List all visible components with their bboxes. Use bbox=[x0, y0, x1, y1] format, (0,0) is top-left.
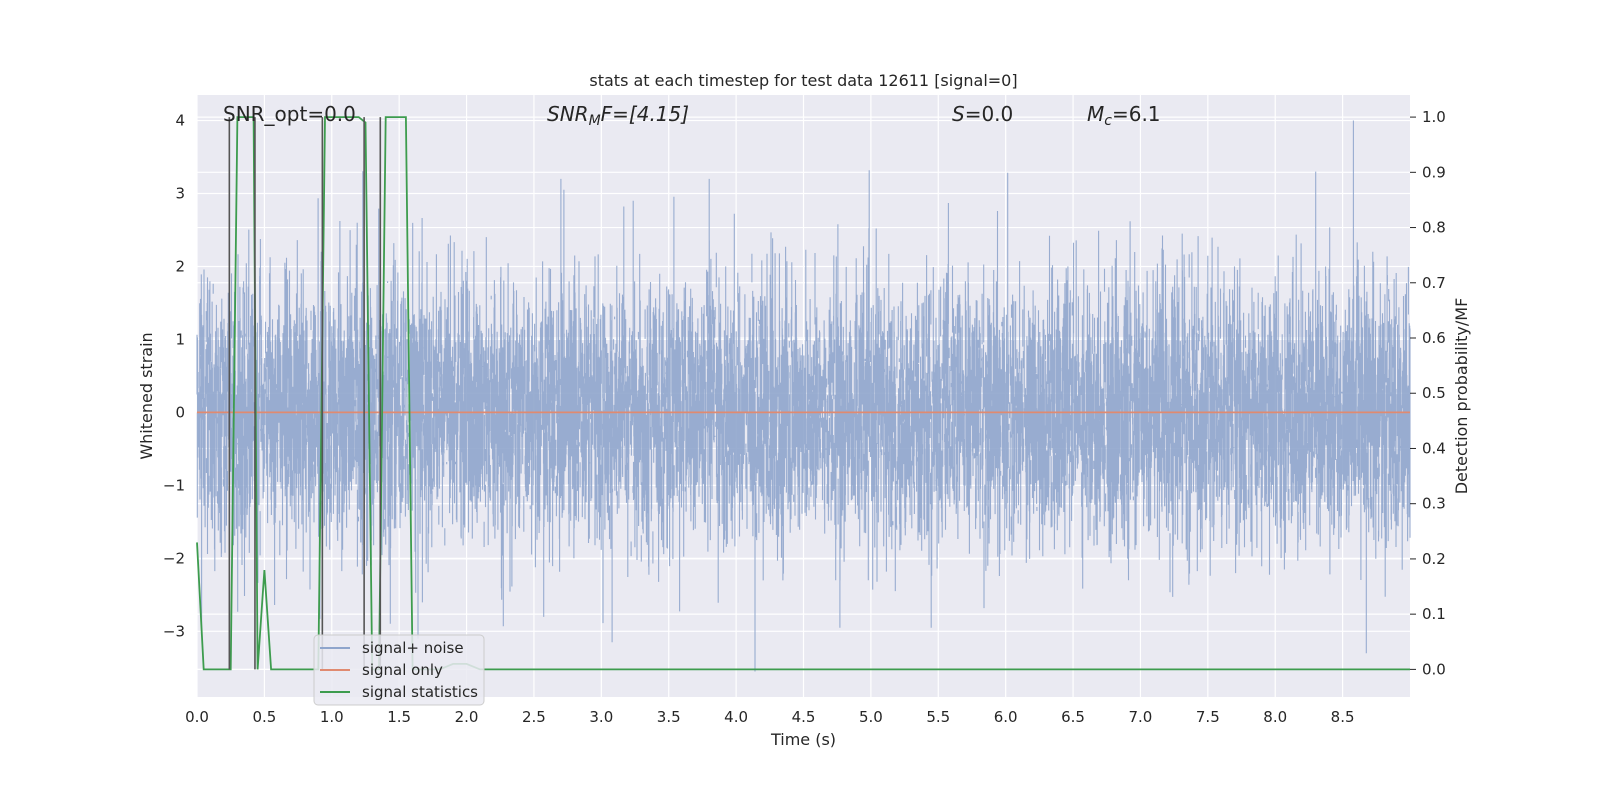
y-tick-label: 2 bbox=[175, 257, 185, 275]
annotation-mc-italic: M bbox=[1087, 102, 1104, 126]
series-signal-noise bbox=[196, 120, 1411, 672]
x-tick-label: 3.5 bbox=[657, 708, 681, 726]
annotation-snr-mf-sub: M bbox=[589, 113, 601, 129]
y-right-tick-label: 0.5 bbox=[1422, 384, 1446, 402]
x-tick-label: 0.0 bbox=[185, 708, 209, 726]
x-axis-label: Time (s) bbox=[770, 730, 836, 749]
x-tick-label: 3.0 bbox=[589, 708, 613, 726]
x-axis: 0.0 0.5 1.0 1.5 2.0 2.5 3.0 3.5 4.0 4.5 5.0 5.5 6.0 6… bbox=[185, 708, 1354, 726]
x-tick-label: 8.5 bbox=[1331, 708, 1355, 726]
x-tick-label: 1.5 bbox=[387, 708, 411, 726]
x-tick-label: 5.0 bbox=[859, 708, 883, 726]
y-tick-label: 1 bbox=[175, 330, 185, 348]
x-tick-label: 7.0 bbox=[1129, 708, 1153, 726]
signal-noise-trace bbox=[196, 120, 1411, 672]
y-axis-right-label: Detection probability/MF bbox=[1452, 298, 1471, 495]
y-right-tick-label: 0.4 bbox=[1422, 439, 1446, 457]
y-axis-right: 1.0 0.9 0.8 0.7 0.6 0.5 0.4 0.3 0.2 0.1 0.0 bbox=[1410, 108, 1446, 678]
y-right-tick-label: 0.0 bbox=[1422, 660, 1446, 678]
annotation-snr-mf-main: SNR bbox=[547, 102, 589, 126]
y-right-tick-label: 1.0 bbox=[1422, 108, 1446, 126]
y-right-tick-label: 0.2 bbox=[1422, 550, 1446, 568]
annotation-snr-mf: SNRMF=[4.15] bbox=[547, 102, 689, 129]
x-tick-label: 7.5 bbox=[1196, 708, 1220, 726]
legend-label: signal only bbox=[362, 661, 443, 679]
x-tick-label: 0.5 bbox=[252, 708, 276, 726]
y-tick-label: 4 bbox=[175, 112, 185, 130]
annotation-snr-mf-rest: F=[4.15] bbox=[601, 102, 689, 126]
y-tick-label: 3 bbox=[175, 185, 185, 203]
legend-box bbox=[313, 634, 485, 706]
annotation-s: S=0.0 bbox=[952, 102, 1013, 126]
y-tick-label: −2 bbox=[163, 549, 185, 567]
x-tick-label: 4.5 bbox=[792, 708, 816, 726]
y-tick-label: −1 bbox=[163, 476, 185, 494]
annotation-s-rest: =0.0 bbox=[965, 102, 1014, 126]
x-tick-label: 6.0 bbox=[994, 708, 1018, 726]
y-right-tick-label: 0.3 bbox=[1422, 495, 1446, 513]
legend-label: signal+ noise bbox=[362, 639, 464, 657]
y-axis-left: 4 3 2 1 0 −1 −2 −3 bbox=[163, 112, 185, 641]
y-right-tick-label: 0.8 bbox=[1422, 219, 1446, 237]
x-tick-label: 1.0 bbox=[320, 708, 344, 726]
annotation-s-italic: S bbox=[952, 102, 965, 126]
annotation-mc: Mc=6.1 bbox=[1087, 102, 1161, 129]
x-tick-label: 2.5 bbox=[522, 708, 546, 726]
x-tick-label: 2.0 bbox=[455, 708, 479, 726]
legend: signal+ noise signal only signal statistic… bbox=[313, 634, 485, 706]
y-right-tick-label: 0.9 bbox=[1422, 163, 1446, 181]
chart-title: stats at each timestep for test data 126… bbox=[589, 71, 1017, 90]
y-tick-label: −3 bbox=[163, 622, 185, 640]
y-right-tick-label: 0.7 bbox=[1422, 274, 1446, 292]
x-tick-label: 4.0 bbox=[724, 708, 748, 726]
x-tick-label: 8.0 bbox=[1263, 708, 1287, 726]
x-tick-label: 6.5 bbox=[1061, 708, 1085, 726]
y-right-tick-label: 0.1 bbox=[1422, 605, 1446, 623]
annotation-mc-sub: c bbox=[1104, 113, 1112, 129]
x-tick-label: 5.5 bbox=[926, 708, 950, 726]
y-tick-label: 0 bbox=[175, 403, 185, 421]
legend-label: signal statistics bbox=[362, 683, 478, 701]
annotation-mc-rest: =6.1 bbox=[1112, 102, 1161, 126]
y-right-tick-label: 0.6 bbox=[1422, 329, 1446, 347]
annotation-snr-opt: SNR_opt=0.0 bbox=[223, 102, 356, 126]
y-axis-label: Whitened strain bbox=[137, 332, 156, 459]
